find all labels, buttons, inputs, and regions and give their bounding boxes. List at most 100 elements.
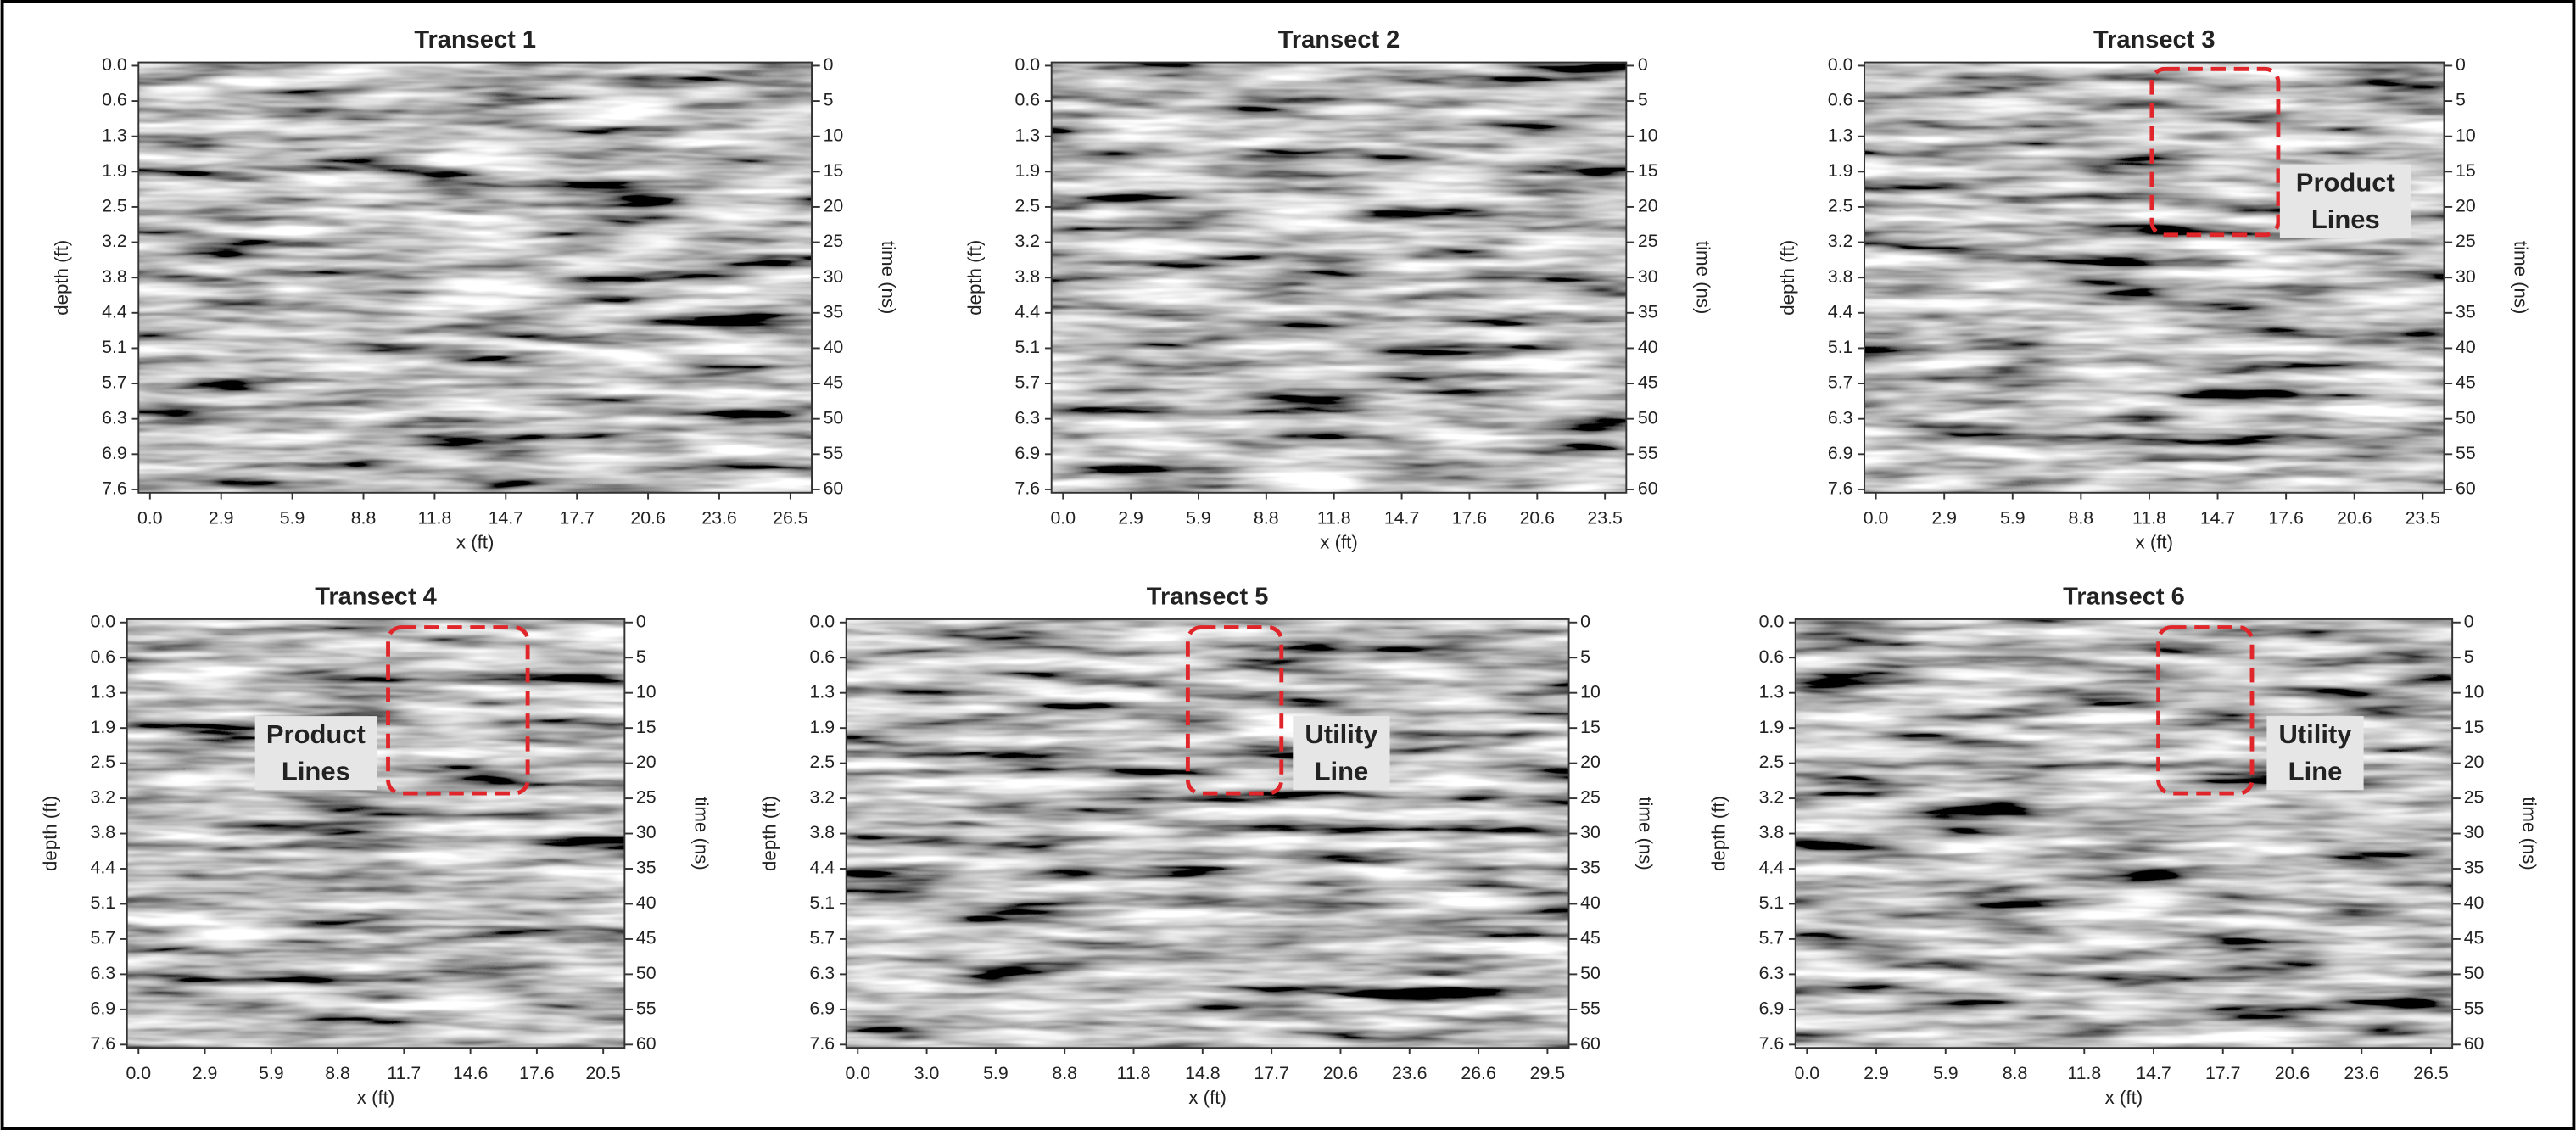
y2-tick-label: 35 [1638, 301, 1658, 322]
y-tick-label: 0.0 [102, 54, 127, 75]
y2-tick-label: 40 [1638, 337, 1658, 357]
x-tick-label: 20.6 [2337, 507, 2372, 528]
y2-tick-label: 40 [2456, 337, 2476, 357]
x-tick-label: 23.5 [1587, 507, 1622, 528]
y2-tick-label: 25 [1580, 787, 1601, 808]
y-tick-label: 0.6 [1015, 90, 1041, 110]
y-tick-label: 3.2 [1828, 231, 1853, 251]
y-tick-label: 3.2 [102, 231, 127, 251]
y-tick-label: 4.4 [1759, 858, 1785, 878]
y-tick-label: 1.3 [91, 681, 116, 702]
x-tick-label: 0.0 [1050, 507, 1076, 528]
annotation-bg [1293, 716, 1390, 791]
y2-tick-label: 15 [1580, 717, 1601, 737]
x-tick-label: 2.9 [1931, 507, 1957, 528]
annotation-text: Line [2288, 757, 2343, 786]
x-tick-label: 5.9 [1186, 507, 1211, 528]
y-tick-label: 4.4 [102, 301, 127, 322]
x-tick-label: 0.0 [845, 1063, 870, 1083]
y2-tick-label: 40 [2464, 892, 2484, 913]
x-tick-label: 2.9 [1118, 507, 1143, 528]
y-tick-label: 0.0 [91, 611, 116, 631]
x-tick-label: 2.9 [209, 507, 234, 528]
x-tick-label: 8.8 [2069, 507, 2094, 528]
y-tick-label: 4.4 [91, 858, 116, 878]
y-tick-label: 2.5 [810, 752, 835, 772]
y-tick-label: 1.3 [1828, 125, 1853, 145]
y-tick-label: 5.7 [91, 928, 116, 948]
radargram [846, 618, 1569, 1049]
y2-tick-label: 55 [2464, 998, 2484, 1018]
y2-tick-label: 30 [2464, 822, 2484, 842]
y-tick-label: 5.1 [810, 892, 835, 913]
y-tick-label: 6.9 [1759, 998, 1785, 1018]
y-tick-label: 2.5 [91, 752, 116, 772]
y2-tick-label: 50 [2464, 963, 2484, 983]
y2-axis-label: time (ns) [691, 797, 712, 870]
x-axis-label: x (ft) [2105, 1087, 2143, 1108]
y-tick-label: 3.8 [1015, 266, 1041, 287]
x-tick-label: 26.5 [2413, 1063, 2448, 1083]
y2-tick-label: 20 [1580, 752, 1601, 772]
annotation-bg [254, 716, 377, 791]
y-tick-label: 0.6 [810, 646, 835, 667]
x-tick-label: 29.5 [1530, 1063, 1565, 1083]
y2-tick-label: 55 [636, 998, 657, 1018]
x-tick-label: 2.9 [1864, 1063, 1889, 1083]
y-axis-label: depth (ft) [759, 796, 780, 871]
y-tick-label: 7.6 [810, 1033, 835, 1054]
y-tick-label: 3.2 [1015, 231, 1041, 251]
y2-tick-label: 45 [2464, 928, 2484, 948]
x-tick-label: 17.7 [1254, 1063, 1288, 1083]
y2-tick-label: 60 [2464, 1033, 2484, 1054]
panel-title: Transect 6 [2063, 583, 2185, 610]
x-tick-label: 0.0 [1864, 507, 1889, 528]
y2-tick-label: 50 [1638, 407, 1658, 428]
y2-tick-label: 55 [1638, 443, 1658, 463]
y2-tick-label: 40 [636, 892, 657, 913]
y-tick-label: 3.8 [102, 266, 127, 287]
x-axis-label: x (ft) [1320, 532, 1358, 553]
y2-tick-label: 45 [824, 372, 844, 393]
x-tick-label: 11.8 [2132, 507, 2166, 528]
annotation-bg [2279, 164, 2411, 238]
x-tick-label: 26.5 [773, 507, 807, 528]
y-tick-label: 5.1 [1759, 892, 1785, 913]
y2-tick-label: 60 [824, 478, 844, 499]
x-tick-label: 20.6 [1323, 1063, 1358, 1083]
y2-tick-label: 25 [824, 231, 844, 251]
radargram [1051, 62, 1627, 493]
y2-tick-label: 20 [2464, 752, 2484, 772]
highlight-box [1185, 625, 1284, 796]
y2-tick-label: 45 [2456, 372, 2476, 393]
x-tick-label: 5.9 [280, 507, 305, 528]
y-tick-label: 3.8 [1759, 822, 1785, 842]
annotation-text: Line [1315, 757, 1369, 786]
y-tick-label: 5.1 [102, 337, 127, 357]
y-tick-label: 1.9 [1015, 160, 1041, 181]
y-tick-label: 7.6 [1015, 478, 1041, 499]
y2-tick-label: 55 [1580, 998, 1601, 1018]
x-tick-label: 0.0 [137, 507, 163, 528]
y2-tick-label: 25 [636, 787, 657, 808]
y-tick-label: 4.4 [810, 858, 835, 878]
y-tick-label: 6.3 [810, 963, 835, 983]
y2-tick-label: 50 [2456, 407, 2476, 428]
y-tick-label: 1.9 [102, 160, 127, 181]
y2-tick-label: 10 [636, 681, 657, 702]
y-tick-label: 0.6 [1828, 90, 1853, 110]
y2-tick-label: 5 [824, 90, 834, 110]
y-tick-label: 4.4 [1828, 301, 1853, 322]
y-tick-label: 6.9 [1828, 443, 1853, 463]
y2-tick-label: 10 [2464, 681, 2484, 702]
x-tick-label: 26.6 [1461, 1063, 1495, 1083]
x-tick-label: 23.6 [2344, 1063, 2379, 1083]
y2-axis-label: time (ns) [1693, 241, 1714, 315]
annotation-text: Utility [2278, 719, 2352, 749]
x-tick-label: 8.8 [351, 507, 377, 528]
y-axis-label: depth (ft) [1708, 796, 1729, 871]
x-tick-label: 17.6 [1452, 507, 1487, 528]
y-tick-label: 0.0 [1828, 54, 1853, 75]
y2-tick-label: 5 [1638, 90, 1648, 110]
annotation-text: Lines [282, 757, 350, 786]
